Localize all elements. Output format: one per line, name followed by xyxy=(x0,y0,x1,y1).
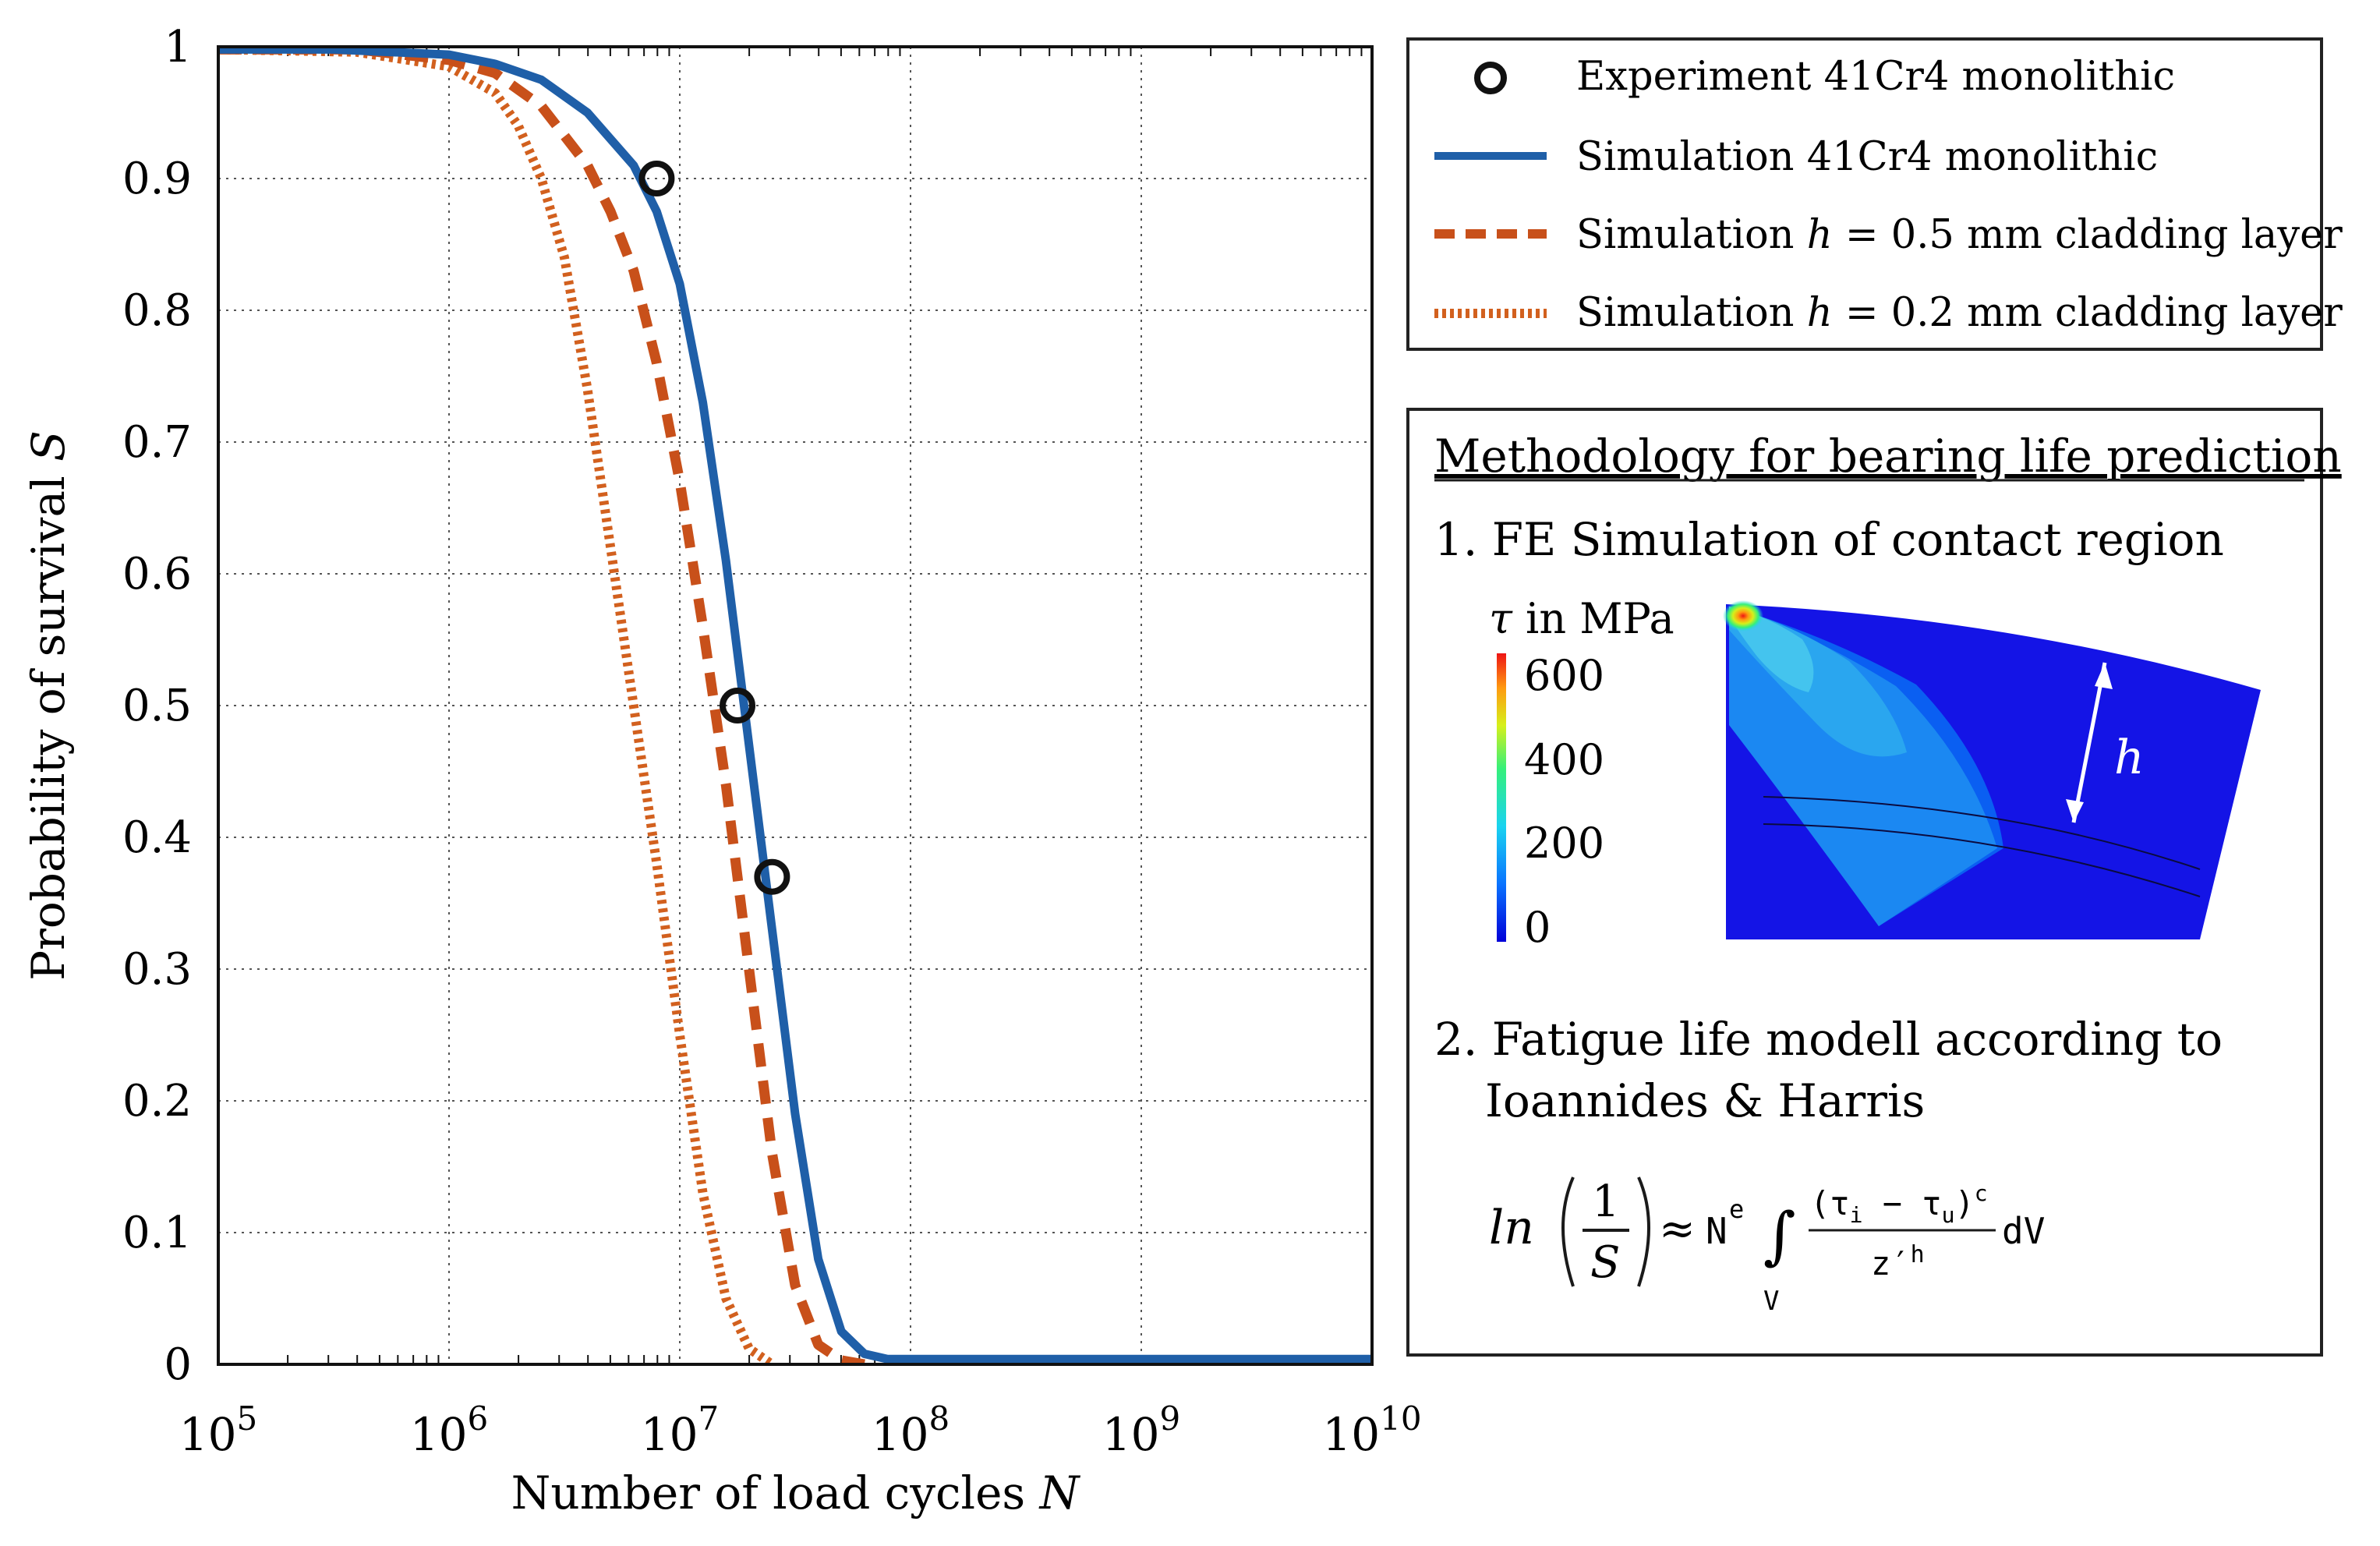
y-tick-label: 0.9 xyxy=(122,154,192,204)
y-tick-label: 0.8 xyxy=(122,285,192,336)
y-tick-label: 0.4 xyxy=(122,812,192,863)
formula-N-exp: e xyxy=(1729,1194,1744,1224)
fe-hot-spot xyxy=(1723,600,1763,631)
formula-approx: ≈ xyxy=(1659,1204,1696,1254)
formula-paren-left xyxy=(1561,1176,1575,1287)
colorbar xyxy=(1497,653,1506,942)
formula-integral: ∫ xyxy=(1763,1199,1796,1272)
colorbar-tick-200: 200 xyxy=(1524,819,1604,868)
formula-denominator: z′h xyxy=(1871,1241,1925,1282)
legend-label-experiment: Experiment 41Cr4 monolithic xyxy=(1576,54,2175,100)
formula-paren-right xyxy=(1637,1176,1650,1287)
experiment-marker xyxy=(754,858,790,895)
formula-frac-num: 1 xyxy=(1592,1176,1620,1227)
legend-marker-experiment xyxy=(1474,62,1507,94)
chart: 00.10.20.30.40.50.60.70.80.91 105 106 107 1… xyxy=(22,22,1422,1519)
methodology-panel: Methodology for bearing life prediction … xyxy=(1406,408,2342,1357)
legend: Experiment 41Cr4 monolithic Simulation 4… xyxy=(1406,37,2343,351)
formula-frac-den: S xyxy=(1590,1237,1620,1288)
formula-integral-domain: V xyxy=(1763,1286,1779,1317)
arrow-head-top xyxy=(2095,663,2113,689)
layer-thickness-label: h xyxy=(2114,731,2145,785)
legend-box xyxy=(1406,37,2323,351)
layer-thickness-arrow xyxy=(2071,662,2107,823)
y-axis-label: Probability of survival S xyxy=(22,430,75,981)
marker-layer xyxy=(638,161,790,895)
series-line-solid xyxy=(218,47,1372,1364)
x-tick-label: 109 xyxy=(1102,1399,1181,1461)
x-tick-labels: 105 106 107 108 109 1010 xyxy=(179,1399,1422,1461)
formula-numerator: (τi − τu)c xyxy=(1810,1180,1988,1228)
fatigue-formula: ln 1 S ≈ N e ∫ V (τi − τu)c z′h dV xyxy=(1489,1176,2045,1317)
experiment-marker xyxy=(720,688,755,723)
colorbar-tick-0: 0 xyxy=(1524,903,1551,952)
formula-dV: dV xyxy=(2002,1210,2045,1252)
methodology-step1: 1. FE Simulation of contact region xyxy=(1434,513,2224,566)
x-tick-label: 1010 xyxy=(1322,1399,1421,1461)
colorbar-tick-400: 400 xyxy=(1524,735,1604,784)
methodology-step2-line1: 2. Fatigue life modell according to xyxy=(1434,1013,2223,1066)
legend-label-clad02: Simulation h = 0.2 mm cladding layer xyxy=(1576,290,2343,336)
experiment-marker xyxy=(638,161,675,196)
fe-simulation-image: h xyxy=(1723,600,2261,939)
formula-ln: ln xyxy=(1489,1201,1534,1255)
x-gridlines xyxy=(448,47,1142,1364)
x-tick-label: 107 xyxy=(641,1399,720,1461)
series-line-dashed xyxy=(218,47,865,1364)
y-tick-label: 0.2 xyxy=(122,1076,192,1127)
y-tick-label: 0 xyxy=(164,1339,192,1390)
fe-layer-line-1 xyxy=(1763,796,2201,870)
y-tick-label: 1 xyxy=(164,22,192,73)
legend-label-monolithic: Simulation 41Cr4 monolithic xyxy=(1576,134,2158,180)
x-tick-label: 105 xyxy=(179,1399,258,1461)
series-line-dotted xyxy=(218,47,775,1364)
formula-N: N xyxy=(1706,1210,1728,1252)
y-tick-label: 0.7 xyxy=(122,417,192,468)
methodology-step2-line2: Ioannides & Harris xyxy=(1485,1074,1925,1127)
series-layer xyxy=(218,47,1372,1364)
y-tick-label: 0.6 xyxy=(122,549,192,600)
colorbar-tick-600: 600 xyxy=(1524,651,1604,700)
legend-label-clad05: Simulation h = 0.5 mm cladding layer xyxy=(1576,212,2343,258)
methodology-title: Methodology for bearing life prediction xyxy=(1434,430,2342,483)
arrow-head-bottom xyxy=(2066,799,2084,823)
plot-frame xyxy=(217,45,1374,1366)
fe-layer-line-2 xyxy=(1763,823,2201,897)
colorbar-title: τ in MPa xyxy=(1489,594,1674,643)
y-tick-label: 0.5 xyxy=(122,681,192,731)
y-tick-label: 0.3 xyxy=(122,944,192,995)
x-tick-label: 108 xyxy=(872,1399,950,1461)
x-axis-label: Number of load cycles N xyxy=(511,1466,1081,1519)
y-tick-label: 0.1 xyxy=(122,1208,192,1258)
x-tick-label: 106 xyxy=(410,1399,489,1461)
y-tick-labels: 0 0.1 0.2 0.3 0.4 0.5 0.6 0.7 0.8 0.9 1 xyxy=(122,22,192,1390)
